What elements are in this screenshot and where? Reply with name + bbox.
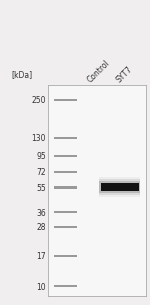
Bar (54, 155, 77, 157)
Bar (54, 211, 77, 213)
Bar (54, 186, 77, 188)
Bar (99, 177, 140, 197)
Text: Control: Control (85, 58, 112, 84)
Text: SYT7: SYT7 (115, 64, 134, 84)
Bar (54, 99, 77, 101)
Bar (99, 179, 140, 195)
Bar (54, 137, 77, 139)
Bar (99, 181, 140, 193)
Bar (54, 255, 77, 257)
Bar (101, 184, 139, 191)
Bar (54, 285, 77, 288)
Bar (54, 171, 77, 173)
Text: [kDa]: [kDa] (11, 70, 32, 79)
Bar (54, 226, 77, 228)
